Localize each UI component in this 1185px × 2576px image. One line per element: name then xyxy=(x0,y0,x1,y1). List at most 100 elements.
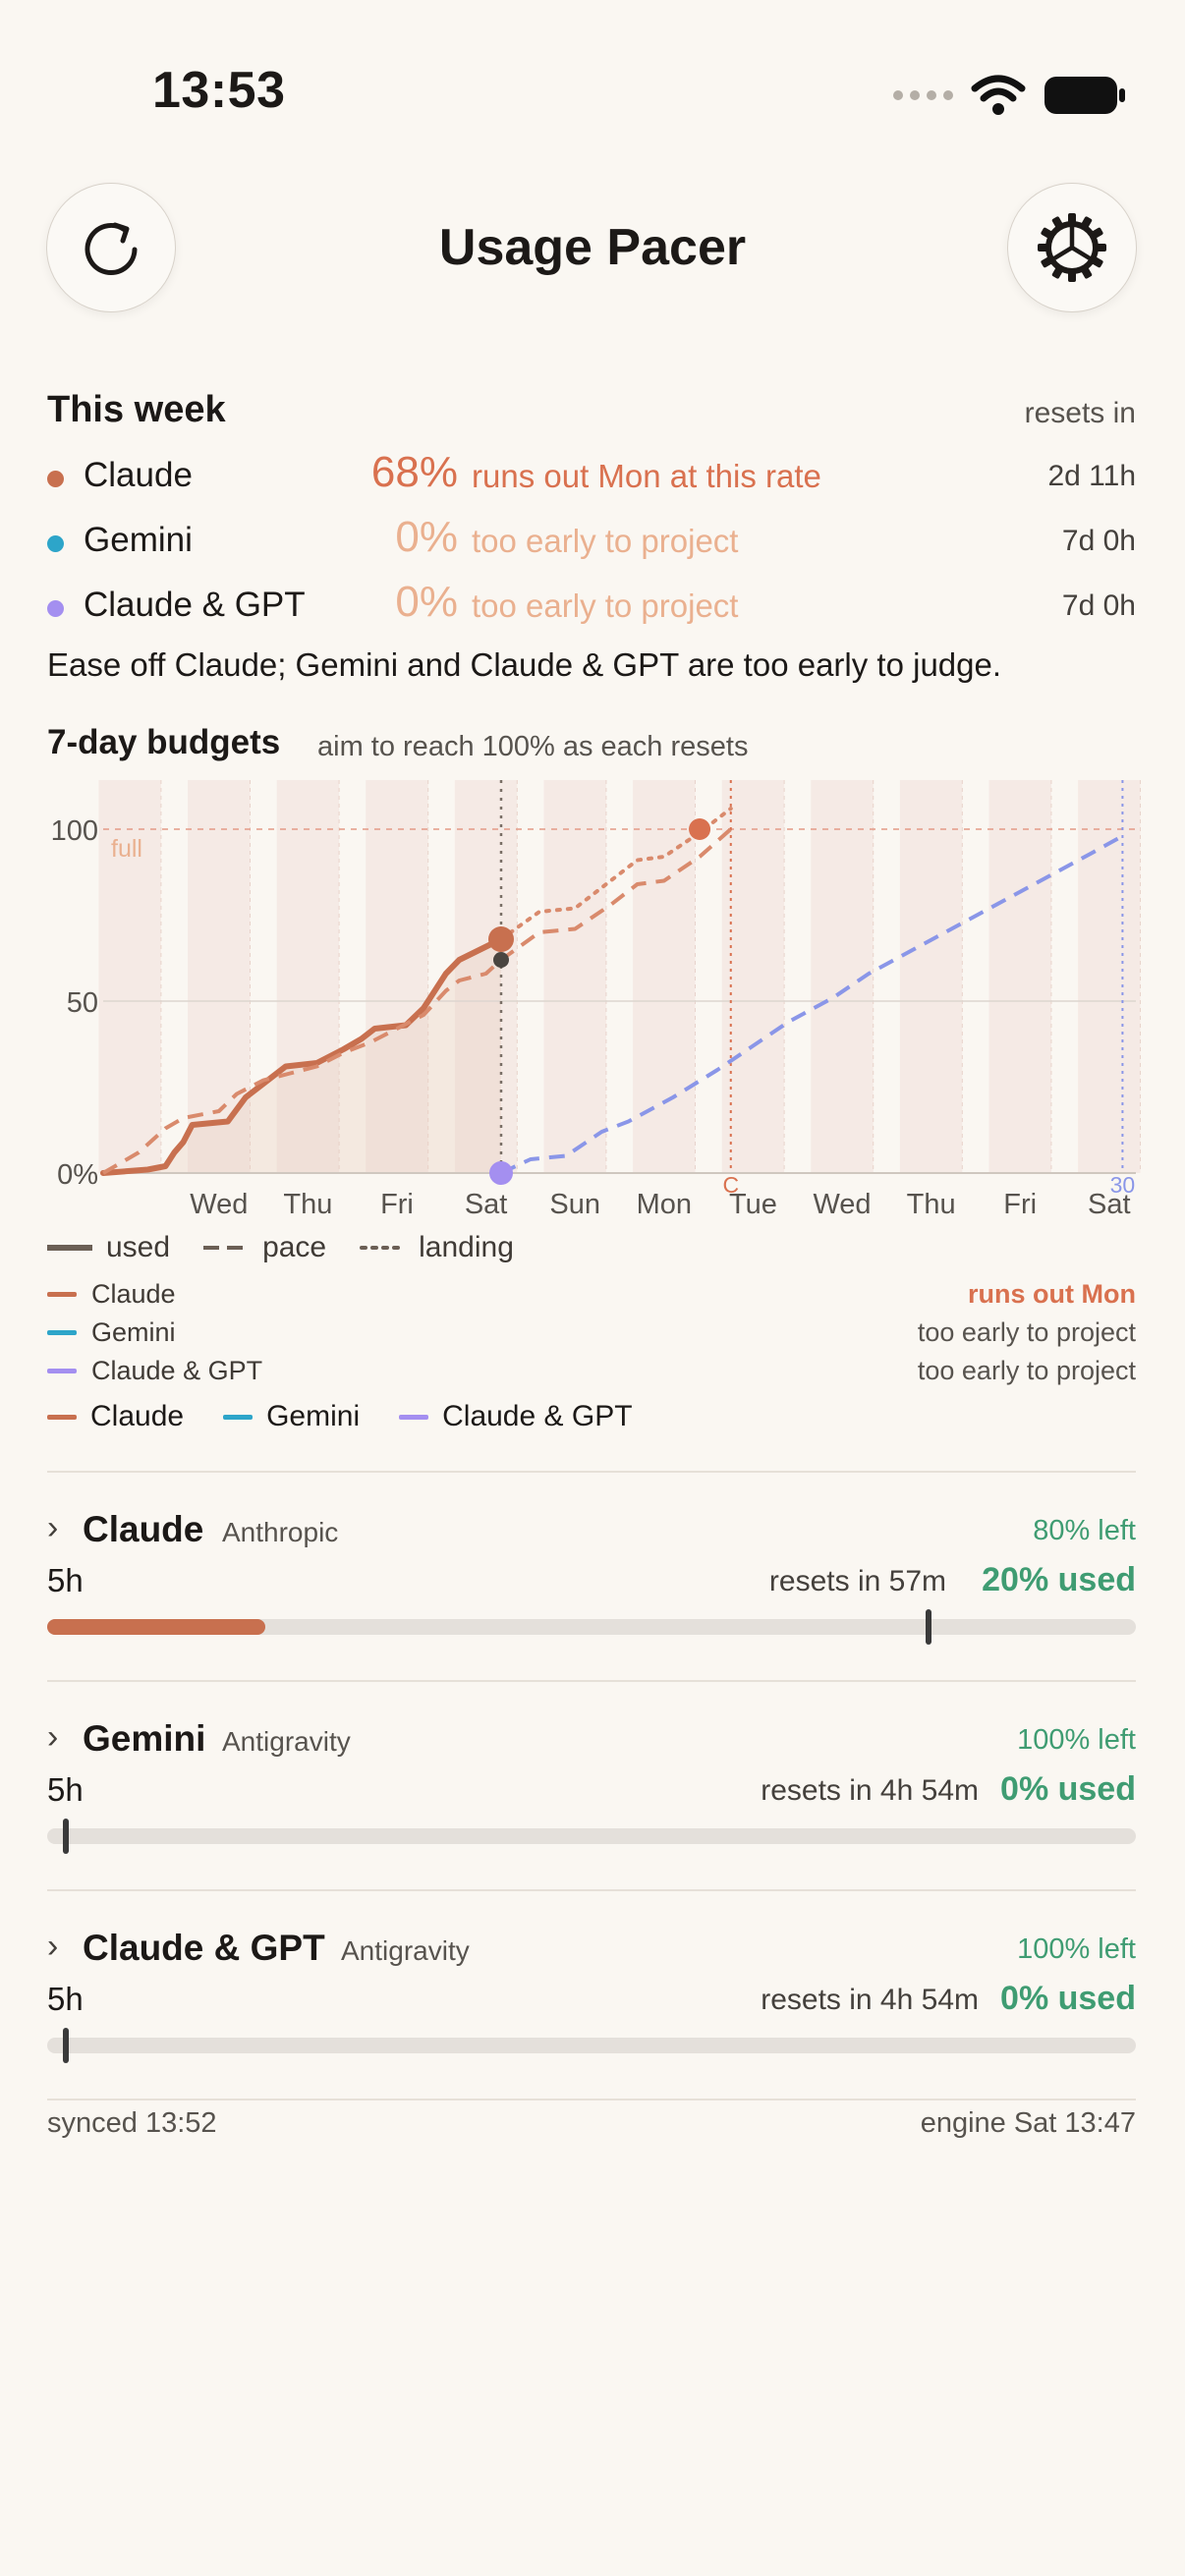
status-time: 13:53 xyxy=(152,62,286,119)
week-row-reset: 2d 11h xyxy=(1047,460,1136,492)
pace-marker xyxy=(62,2028,69,2063)
series-legend-name: Claude & GPT xyxy=(91,1356,263,1385)
x-tick-label: Mon xyxy=(637,1189,692,1218)
budgets-subheading: aim to reach 100% as each resets xyxy=(317,731,749,762)
pace-marker xyxy=(62,1819,69,1854)
x-tick-label: Fri xyxy=(380,1189,414,1218)
series-line xyxy=(101,827,733,1175)
week-row-note: too early to project xyxy=(472,588,739,624)
claude-gpt-swatch-icon xyxy=(399,1414,429,1420)
provider-vendor: Anthropic xyxy=(222,1517,339,1547)
provider-left: 100% left xyxy=(1017,1933,1136,1965)
day-band xyxy=(899,780,963,1173)
divider xyxy=(47,1680,1136,1682)
budgets-heading: 7-day budgets xyxy=(47,723,281,761)
legend-used: used xyxy=(47,1231,170,1264)
series-line xyxy=(498,807,733,941)
gear-icon xyxy=(1038,213,1106,282)
y-tick-label: 50 xyxy=(67,987,98,1019)
x-tick-label: Tue xyxy=(729,1189,777,1218)
provider-vendor: Antigravity xyxy=(222,1726,351,1757)
provider-section-gemini[interactable]: › Gemini Antigravity 100% left 5h resets… xyxy=(0,1683,1185,1889)
week-row-reset: 7d 0h xyxy=(1061,589,1136,622)
provider-name: Claude & GPT xyxy=(83,1928,325,1968)
week-row-gemini: Gemini 0% too early to project 7d 0h xyxy=(47,513,1136,568)
x-tick-label: Sat xyxy=(465,1189,508,1218)
week-row-percent: 68% xyxy=(370,448,458,496)
series-legend-status: runs out Mon xyxy=(968,1279,1136,1309)
series-legend-name: Claude xyxy=(91,1279,176,1309)
provider-used: 0% used xyxy=(1000,1770,1136,1808)
page-title: Usage Pacer xyxy=(438,219,747,276)
advice-text: Ease off Claude; Gemini and Claude & GPT… xyxy=(47,646,1002,683)
gemini-dot-icon xyxy=(47,535,64,552)
usage-bar xyxy=(47,2028,1136,2063)
solid-line-icon xyxy=(47,1245,92,1251)
provider-window: 5h xyxy=(47,1771,84,1808)
week-row-percent: 0% xyxy=(395,513,458,561)
legend-landing-label: landing xyxy=(419,1231,514,1263)
compact-legend-label: Claude & GPT xyxy=(442,1400,633,1432)
settings-button[interactable] xyxy=(1007,183,1137,312)
series-legend-claude-gpt: Claude & GPT too early to project xyxy=(47,1354,1136,1389)
week-row-claude: Claude 68% runs out Mon at this rate 2d … xyxy=(47,448,1136,503)
chart-point xyxy=(488,1161,513,1185)
week-row-note: too early to project xyxy=(472,523,739,559)
synced-label: synced 13:52 xyxy=(47,2107,217,2139)
claude-dot-icon xyxy=(47,471,64,487)
dashed-line-icon xyxy=(203,1246,250,1250)
usage-bar-fill xyxy=(47,1619,265,1635)
gemini-swatch-icon xyxy=(47,1330,77,1335)
week-row-percent: 0% xyxy=(395,578,458,626)
week-row-name: Gemini xyxy=(84,521,193,559)
day-band xyxy=(543,780,606,1173)
day-band xyxy=(98,780,161,1173)
wifi-icon xyxy=(971,75,1026,115)
series-legend-compact: Claude Gemini Claude & GPT xyxy=(47,1400,633,1433)
compact-legend-claude-gpt: Claude & GPT xyxy=(399,1400,633,1433)
refresh-button[interactable] xyxy=(46,183,176,312)
y-tick-label: 100 xyxy=(51,815,98,847)
status-icons xyxy=(893,71,1126,120)
full-label: full xyxy=(111,835,142,863)
claude-swatch-icon xyxy=(47,1414,77,1420)
divider xyxy=(47,1889,1136,1891)
reset-marker-label: 30 xyxy=(1110,1172,1136,1198)
this-week-heading: This week xyxy=(47,389,226,430)
provider-section-claude[interactable]: › Claude Anthropic 80% left 5h resets in… xyxy=(0,1474,1185,1680)
x-tick-label: Thu xyxy=(283,1189,332,1218)
week-row-note: runs out Mon at this rate xyxy=(472,458,821,494)
compact-legend-label: Claude xyxy=(90,1400,185,1432)
x-tick-label: Fri xyxy=(1003,1189,1037,1218)
series-legend-name: Gemini xyxy=(91,1317,176,1347)
compact-legend-gemini: Gemini xyxy=(223,1400,360,1433)
week-row-reset: 7d 0h xyxy=(1061,525,1136,557)
legend-used-label: used xyxy=(106,1231,171,1263)
series-legend-claude: Claude runs out Mon xyxy=(47,1277,1136,1313)
gemini-swatch-icon xyxy=(223,1414,254,1420)
usage-bar xyxy=(47,1609,1136,1645)
line-style-legend: used pace landing xyxy=(47,1231,514,1264)
day-band xyxy=(988,780,1051,1173)
week-row-name: Claude xyxy=(84,456,193,494)
used-area xyxy=(103,939,501,1173)
x-tick-label: Thu xyxy=(907,1189,956,1218)
signal-dots-icon xyxy=(893,90,953,100)
provider-reset: resets in 57m xyxy=(768,1565,946,1597)
provider-left: 80% left xyxy=(1033,1515,1136,1546)
series-legend-gemini: Gemini too early to project xyxy=(47,1316,1136,1351)
refresh-icon xyxy=(85,222,138,275)
usage-bar xyxy=(47,1819,1136,1854)
legend-pace-label: pace xyxy=(262,1231,327,1263)
resets-in-heading: resets in xyxy=(1024,397,1136,429)
battery-icon xyxy=(1044,77,1125,114)
provider-section-claude-gpt[interactable]: › Claude & GPT Antigravity 100% left 5h … xyxy=(0,1892,1185,2099)
chart-point xyxy=(487,926,514,952)
chevron-right-icon: › xyxy=(47,1509,59,1546)
claude-swatch-icon xyxy=(47,1292,77,1297)
week-row-claude-gpt: Claude & GPT 0% too early to project 7d … xyxy=(47,578,1136,633)
x-tick-label: Wed xyxy=(190,1189,248,1218)
day-band xyxy=(1078,780,1141,1173)
divider xyxy=(47,2099,1136,2100)
y-tick-label: 0% xyxy=(57,1159,98,1191)
